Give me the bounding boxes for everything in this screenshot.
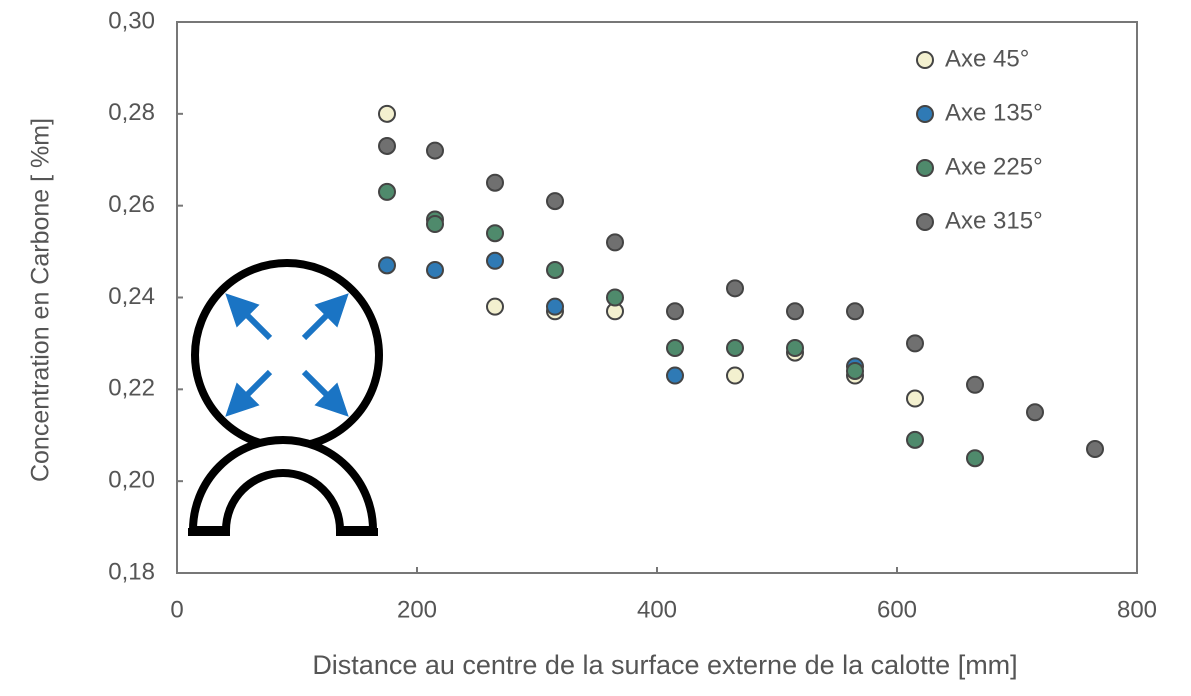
point — [907, 335, 923, 351]
point — [847, 303, 863, 319]
point — [427, 143, 443, 159]
point — [487, 225, 503, 241]
x-tick-label: 600 — [877, 596, 917, 623]
legend-marker — [917, 214, 933, 230]
legend-label: Axe 45° — [945, 45, 1029, 72]
point — [487, 175, 503, 191]
legend-marker — [917, 52, 933, 68]
point — [427, 216, 443, 232]
point — [787, 303, 803, 319]
y-tick-label: 0,30 — [108, 7, 155, 34]
point — [667, 368, 683, 384]
point — [547, 193, 563, 209]
y-tick-label: 0,24 — [108, 283, 155, 310]
point — [1027, 404, 1043, 420]
point — [487, 253, 503, 269]
point — [379, 106, 395, 122]
point — [487, 299, 503, 315]
x-tick-label: 400 — [637, 596, 677, 623]
point — [547, 262, 563, 278]
point — [379, 184, 395, 200]
chart: Distance au centre de la surface externe… — [0, 0, 1191, 691]
y-tick-label: 0,18 — [108, 558, 155, 585]
y-tick-label: 0,22 — [108, 375, 155, 402]
y-tick-label: 0,26 — [108, 191, 155, 218]
point — [727, 340, 743, 356]
x-tick-label: 200 — [397, 596, 437, 623]
y-tick-label: 0,28 — [108, 99, 155, 126]
point — [427, 262, 443, 278]
legend-marker — [917, 160, 933, 176]
y-axis-title: Concentration en Carbone [ %m] — [27, 118, 55, 482]
point — [379, 138, 395, 154]
point — [967, 450, 983, 466]
point — [727, 368, 743, 384]
x-tick-label: 800 — [1117, 596, 1157, 623]
point — [667, 340, 683, 356]
point — [907, 432, 923, 448]
point — [967, 377, 983, 393]
y-tick-label: 0,20 — [108, 467, 155, 494]
point — [907, 391, 923, 407]
point — [727, 280, 743, 296]
point — [547, 299, 563, 315]
point — [847, 363, 863, 379]
legend-marker — [917, 106, 933, 122]
orientation-icon — [188, 263, 379, 532]
point — [787, 340, 803, 356]
point — [1087, 441, 1103, 457]
legend-label: Axe 225° — [945, 153, 1043, 180]
legend-label: Axe 135° — [945, 99, 1043, 126]
legend-label: Axe 315° — [945, 207, 1043, 234]
point — [607, 234, 623, 250]
point — [379, 257, 395, 273]
point — [607, 290, 623, 306]
point — [667, 303, 683, 319]
x-tick-label: 0 — [170, 596, 183, 623]
x-axis-title: Distance au centre de la surface externe… — [312, 650, 1017, 680]
